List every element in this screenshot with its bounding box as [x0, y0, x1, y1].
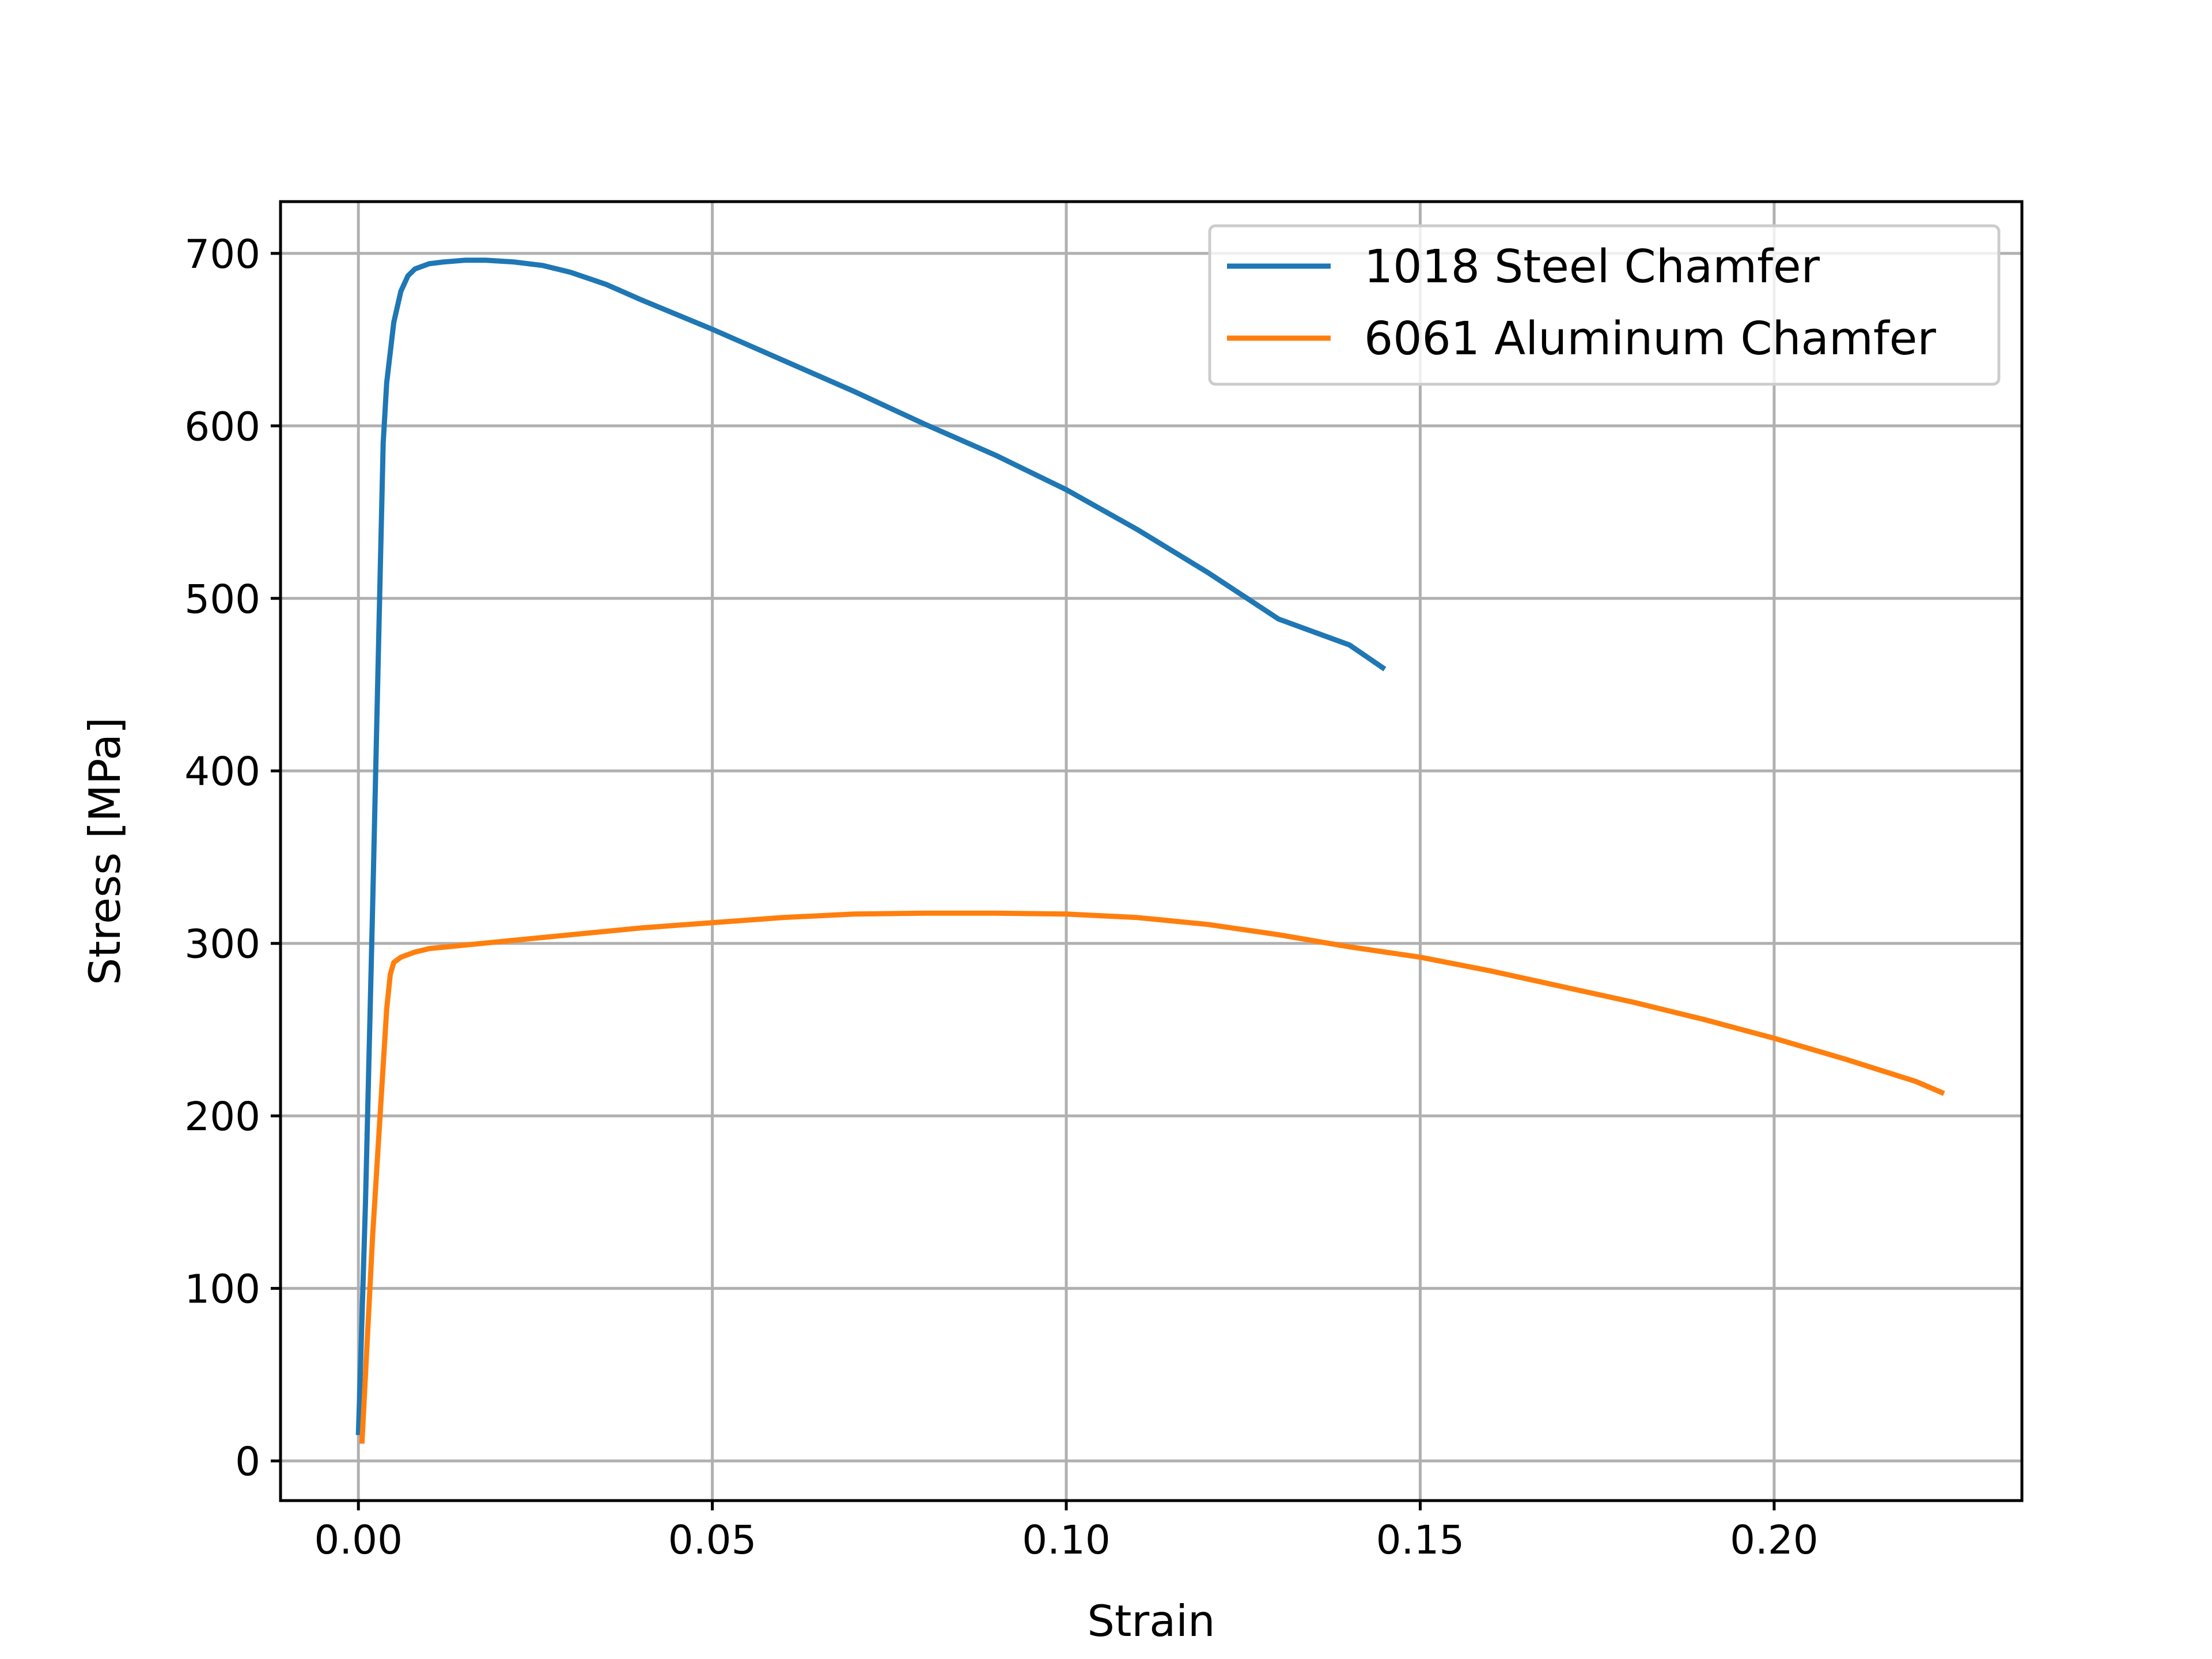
x-tick-label: 0.15: [1376, 1517, 1465, 1563]
legend-entry-label: 1018 Steel Chamfer: [1364, 240, 1820, 293]
legend-entry-label: 6061 Aluminum Chamfer: [1364, 312, 1936, 365]
x-tick-label: 0.00: [314, 1517, 403, 1563]
series-line: [355, 257, 1387, 1435]
y-tick-label: 100: [184, 1267, 260, 1313]
x-tick-label: 0.20: [1730, 1517, 1819, 1563]
y-axis-label: Stress [MPa]: [79, 717, 130, 985]
plot-frame: [279, 200, 2024, 1502]
y-tick-label: 500: [184, 577, 260, 623]
y-tick-label: 400: [184, 749, 260, 795]
legend: 1018 Steel Chamfer 6061 Aluminum Chamfer: [1208, 224, 2001, 386]
legend-box: [1208, 224, 2001, 386]
x-tick-label: 0.05: [668, 1517, 757, 1563]
y-tick-label: 600: [184, 404, 260, 450]
y-tick-label: 300: [184, 922, 260, 968]
x-tick-label: 0.10: [1022, 1517, 1111, 1563]
series-line: [359, 910, 1945, 1444]
y-tick-label: 0: [235, 1439, 260, 1485]
y-tick-label: 700: [184, 232, 260, 278]
y-tick-label: 200: [184, 1094, 260, 1140]
grid: [281, 202, 2022, 1501]
axis-ticks: 0.00 0.05 0.10 0.15 0.20 0 100 200 300 400 500 600 7…: [184, 232, 1818, 1563]
data-series: [355, 257, 1945, 1444]
x-axis-label: Strain: [1087, 1596, 1215, 1646]
